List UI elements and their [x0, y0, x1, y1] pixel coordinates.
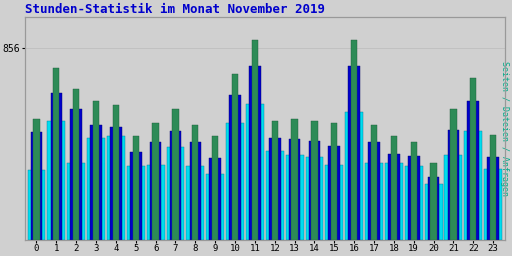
- Bar: [309, 141, 321, 240]
- Bar: [444, 155, 462, 240]
- Bar: [464, 131, 482, 240]
- Bar: [232, 74, 238, 240]
- Bar: [90, 125, 102, 240]
- Bar: [467, 101, 479, 240]
- Bar: [470, 78, 476, 240]
- Bar: [209, 158, 221, 240]
- Bar: [130, 152, 141, 240]
- Bar: [93, 101, 99, 240]
- Bar: [28, 169, 46, 240]
- Bar: [31, 132, 42, 240]
- Bar: [331, 123, 337, 240]
- Bar: [431, 163, 437, 240]
- Bar: [325, 165, 343, 240]
- Bar: [51, 93, 62, 240]
- Bar: [451, 109, 457, 240]
- Bar: [391, 136, 397, 240]
- Bar: [311, 121, 317, 240]
- Bar: [345, 112, 363, 240]
- Bar: [169, 131, 181, 240]
- Bar: [368, 142, 380, 240]
- Bar: [428, 177, 439, 240]
- Bar: [405, 166, 423, 240]
- Bar: [87, 137, 105, 240]
- Bar: [351, 40, 357, 240]
- Bar: [48, 121, 65, 240]
- Bar: [487, 157, 499, 240]
- Bar: [153, 123, 159, 240]
- Bar: [447, 130, 459, 240]
- Bar: [371, 125, 377, 240]
- Text: Stunden-Statistik im Monat November 2019: Stunden-Statistik im Monat November 2019: [25, 3, 325, 16]
- Bar: [249, 66, 261, 240]
- Bar: [291, 119, 297, 240]
- Bar: [484, 169, 502, 240]
- Bar: [146, 165, 164, 240]
- Bar: [127, 166, 145, 240]
- Bar: [107, 136, 125, 240]
- Bar: [408, 156, 419, 240]
- Bar: [411, 142, 417, 240]
- Bar: [226, 123, 244, 240]
- Bar: [206, 174, 224, 240]
- Bar: [269, 137, 281, 240]
- Bar: [252, 40, 258, 240]
- Bar: [133, 136, 139, 240]
- Bar: [186, 166, 204, 240]
- Bar: [424, 185, 442, 240]
- Bar: [166, 147, 184, 240]
- Bar: [150, 142, 161, 240]
- Bar: [212, 136, 218, 240]
- Bar: [266, 151, 284, 240]
- Bar: [306, 157, 324, 240]
- Bar: [289, 139, 301, 240]
- Bar: [73, 89, 79, 240]
- Bar: [348, 66, 360, 240]
- Y-axis label: Seiten / Dateien / Anfragen: Seiten / Dateien / Anfragen: [500, 61, 509, 196]
- Bar: [173, 109, 179, 240]
- Bar: [229, 95, 241, 240]
- Bar: [53, 68, 59, 240]
- Bar: [385, 163, 403, 240]
- Bar: [388, 154, 400, 240]
- Bar: [329, 146, 340, 240]
- Bar: [286, 155, 304, 240]
- Bar: [33, 119, 39, 240]
- Bar: [113, 105, 119, 240]
- Bar: [189, 142, 201, 240]
- Bar: [490, 135, 496, 240]
- Bar: [67, 163, 85, 240]
- Bar: [110, 126, 122, 240]
- Bar: [192, 125, 199, 240]
- Bar: [70, 109, 82, 240]
- Bar: [246, 104, 264, 240]
- Bar: [365, 163, 383, 240]
- Bar: [271, 121, 278, 240]
